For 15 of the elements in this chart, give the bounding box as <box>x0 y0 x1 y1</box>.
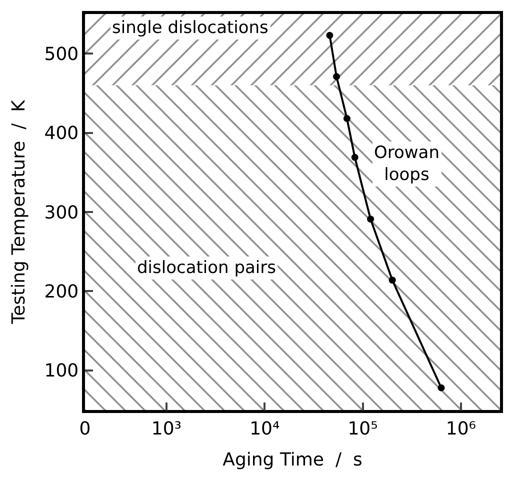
y-axis-title: Testing Temperature / K <box>8 98 30 325</box>
band-label: dislocation pairs <box>137 258 276 278</box>
x-tick-label: 10⁵ <box>348 418 378 440</box>
x-tick-label: 10⁶ <box>446 418 476 440</box>
y-tick-label: 400 <box>44 123 79 144</box>
band-label: single dislocations <box>112 18 269 38</box>
x-tick-label: 10³ <box>151 418 182 440</box>
x-tick-label: 10⁴ <box>250 418 280 440</box>
y-tick-label: 300 <box>44 202 79 224</box>
x-axis-title: Aging Time / s <box>222 449 362 470</box>
x-tick-label: 0 <box>79 418 91 440</box>
y-tick-label: 100 <box>44 360 79 382</box>
y-tick-label: 500 <box>44 44 79 65</box>
y-tick-label: 200 <box>44 282 79 302</box>
annotation: Orowan loops <box>374 143 440 186</box>
